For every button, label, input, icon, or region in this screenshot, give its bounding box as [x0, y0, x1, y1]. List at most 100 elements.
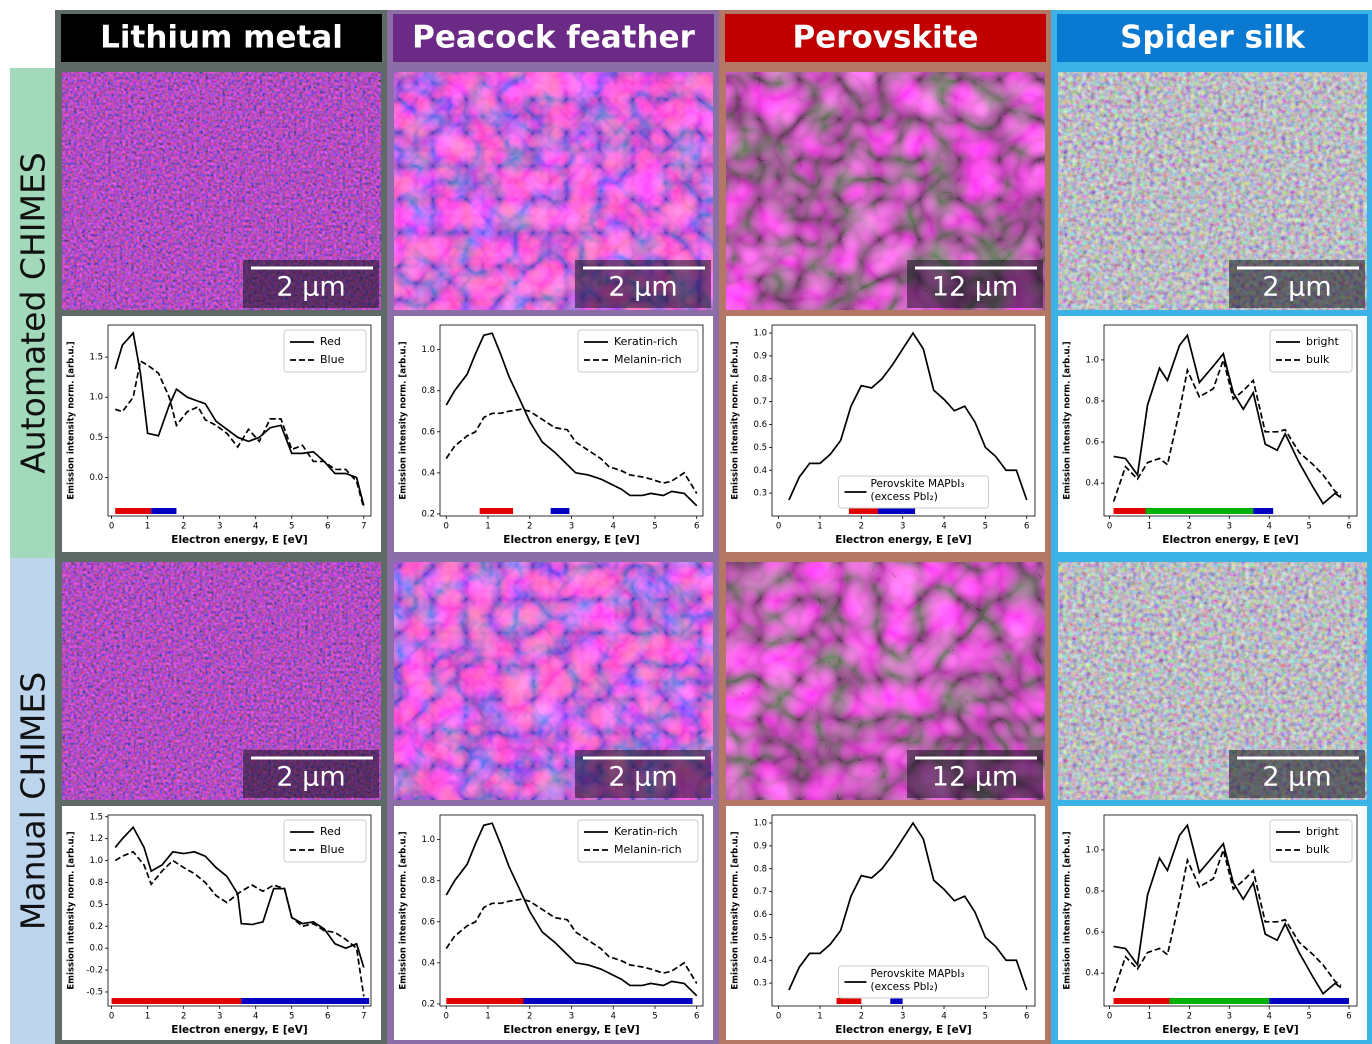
- y-tick-label: 1.0: [89, 856, 103, 866]
- y-tick-label: 0.6: [421, 427, 435, 437]
- legend-label: Red: [320, 825, 341, 838]
- energy-band: [112, 998, 242, 1004]
- legend-label: Red: [320, 335, 341, 348]
- x-tick-label: 2: [1187, 1012, 1192, 1022]
- x-tick-label: 5: [289, 522, 294, 532]
- y-tick-label: 0.5: [89, 900, 103, 910]
- x-tick-label: 4: [941, 1012, 946, 1022]
- y-tick-label: 0.0: [89, 473, 103, 483]
- y-tick-label: 0.4: [753, 466, 767, 476]
- x-tick-label: 2: [527, 1012, 532, 1022]
- x-tick-label: 2: [527, 522, 532, 532]
- y-tick-label: 1.0: [1085, 355, 1099, 365]
- legend-label-box: Perovskite MAPbI₃ (excess PbI₂): [871, 478, 985, 506]
- legend-label: Perovskite MAPbI₃ (excess PbI₂): [871, 478, 985, 504]
- row-label: Manual CHIMES: [14, 672, 53, 930]
- energy-band: [151, 508, 176, 514]
- scale-bar-label: 2 µm: [608, 272, 677, 303]
- y-axis-label: Emission intensity norm. [arb.u.]: [1063, 831, 1073, 989]
- x-axis-label: Electron energy, E [eV]: [171, 534, 307, 546]
- x-tick-label: 5: [983, 1012, 988, 1022]
- x-tick-label: 5: [1306, 1012, 1311, 1022]
- y-tick-label: 0.8: [1085, 886, 1099, 896]
- scale-bar-label: 2 µm: [1262, 762, 1331, 793]
- x-tick-label: 0: [444, 522, 449, 532]
- legend-label: Melanin-rich: [614, 843, 682, 856]
- y-tick-label: 0.6: [1085, 438, 1099, 448]
- scale-bar-label: 2 µm: [1262, 272, 1331, 303]
- column-title: Peacock feather: [412, 20, 695, 56]
- x-tick-label: 6: [694, 522, 699, 532]
- y-tick-label: 0.8: [753, 374, 767, 384]
- y-tick-label: 1.5: [89, 353, 103, 363]
- x-tick-label: 4: [253, 522, 258, 532]
- x-tick-label: 0: [1107, 522, 1112, 532]
- y-axis-label: Emission intensity norm. [arb.u.]: [731, 341, 741, 499]
- x-tick-label: 2: [859, 522, 864, 532]
- x-tick-label: 3: [569, 522, 574, 532]
- x-tick-label: 1: [145, 1012, 150, 1022]
- x-axis-label: Electron energy, E [eV]: [503, 1024, 639, 1036]
- y-axis-label: Emission intensity norm. [arb.u.]: [67, 341, 77, 499]
- scale-bar-label: 2 µm: [276, 762, 345, 793]
- y-axis-label: Emission intensity norm. [arb.u.]: [399, 831, 409, 989]
- x-tick-label: 1: [485, 1012, 490, 1022]
- energy-band: [115, 508, 151, 514]
- x-tick-label: 5: [983, 522, 988, 532]
- x-tick-label: 1: [1147, 1012, 1152, 1022]
- scale-bar-label: 2 µm: [608, 762, 677, 793]
- y-tick-label: 0.8: [89, 878, 103, 888]
- y-tick-label: -0.2: [86, 966, 103, 976]
- legend-label: Blue: [320, 843, 345, 856]
- energy-band: [446, 998, 523, 1004]
- x-tick-label: 1: [817, 522, 822, 532]
- y-tick-label: 1.0: [421, 345, 435, 355]
- x-tick-label: 4: [1266, 1012, 1271, 1022]
- y-tick-label: 1.0: [421, 835, 435, 845]
- y-tick-label: -0.5: [86, 987, 103, 997]
- chart-panel: [726, 806, 1045, 1040]
- x-tick-label: 3: [569, 1012, 574, 1022]
- y-tick-label: 0.4: [421, 468, 435, 478]
- x-tick-label: 3: [900, 1012, 905, 1022]
- y-tick-label: 0.6: [421, 917, 435, 927]
- energy-band: [878, 508, 915, 514]
- x-tick-label: 7: [361, 522, 366, 532]
- y-tick-label: 1.5: [89, 812, 103, 822]
- x-tick-label: 0: [1107, 1012, 1112, 1022]
- y-tick-label: 0.4: [1085, 479, 1099, 489]
- x-axis-label: Electron energy, E [eV]: [1162, 1024, 1298, 1036]
- x-axis-label: Electron energy, E [eV]: [503, 534, 639, 546]
- scale-bar-label: 2 µm: [276, 272, 345, 303]
- x-tick-label: 6: [1346, 1012, 1351, 1022]
- x-tick-label: 6: [694, 1012, 699, 1022]
- y-tick-label: 0.5: [89, 433, 103, 443]
- energy-band: [1146, 508, 1254, 514]
- scale-bar-label: 12 µm: [932, 272, 1018, 303]
- energy-band: [480, 508, 513, 514]
- x-axis-label: Electron energy, E [eV]: [835, 534, 971, 546]
- x-tick-label: 6: [1346, 522, 1351, 532]
- energy-band: [837, 998, 862, 1004]
- y-tick-label: 1.0: [1085, 845, 1099, 855]
- energy-band: [1253, 508, 1273, 514]
- x-tick-label: 6: [1024, 522, 1029, 532]
- x-tick-label: 4: [611, 522, 616, 532]
- row-label: Automated CHIMES: [14, 152, 53, 474]
- x-tick-label: 4: [611, 1012, 616, 1022]
- energy-band: [890, 998, 902, 1004]
- y-tick-label: 0.6: [753, 910, 767, 920]
- y-tick-label: 0.5: [753, 443, 767, 453]
- x-tick-label: 2: [859, 1012, 864, 1022]
- y-tick-label: 0.2: [421, 509, 435, 519]
- y-tick-label: 0.8: [421, 876, 435, 886]
- y-tick-label: 1.0: [753, 819, 767, 829]
- x-tick-label: 0: [444, 1012, 449, 1022]
- y-axis-label: Emission intensity norm. [arb.u.]: [67, 831, 77, 989]
- y-tick-label: 1.2: [89, 834, 103, 844]
- x-tick-label: 6: [325, 522, 330, 532]
- y-axis-label: Emission intensity norm. [arb.u.]: [399, 341, 409, 499]
- x-tick-label: 3: [217, 1012, 222, 1022]
- x-tick-label: 2: [181, 1012, 186, 1022]
- y-tick-label: 0.6: [1085, 928, 1099, 938]
